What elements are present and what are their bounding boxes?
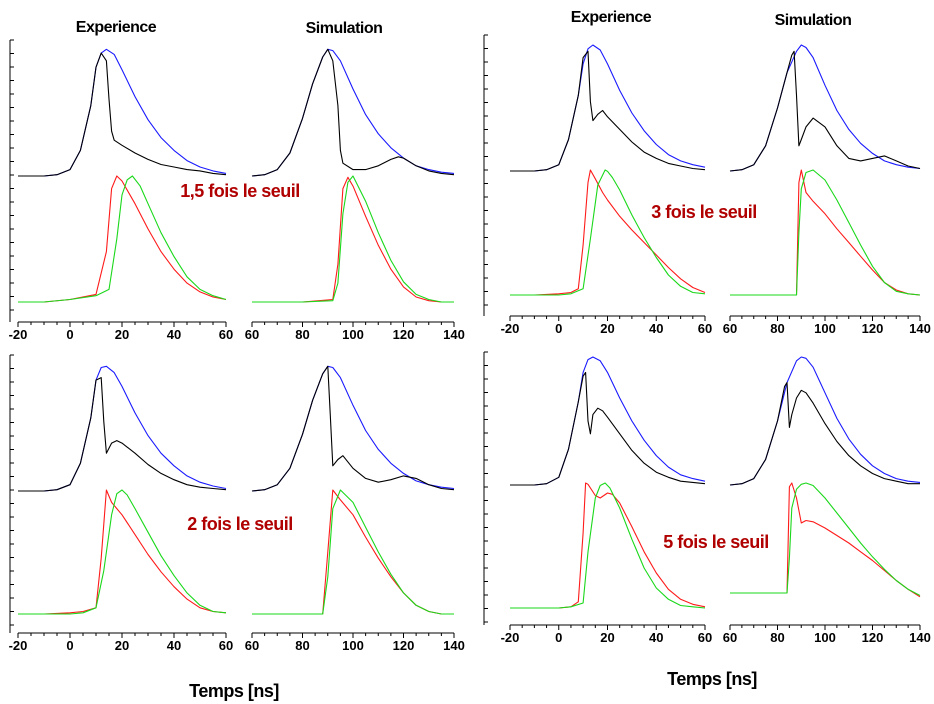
- header-experience-left: Experience: [76, 19, 157, 36]
- series-experience-green: [510, 169, 706, 296]
- x-tick-label: 100: [342, 327, 364, 342]
- x-tick-label: 0: [66, 638, 73, 653]
- series-simulation-black: [729, 382, 920, 486]
- x-tick-label: 60: [245, 638, 259, 653]
- x-tick-label: 140: [443, 638, 465, 653]
- x-axis-label-right: Temps [ns]: [667, 669, 757, 689]
- series-simulation-red: [252, 489, 454, 615]
- x-tick-label: -20: [501, 321, 520, 336]
- series-experience-black: [510, 50, 706, 172]
- series-experience-blue: [510, 44, 706, 172]
- series-experience-red: [510, 169, 706, 296]
- series-experience-black: [18, 52, 227, 177]
- series-simulation-black: [251, 365, 455, 492]
- x-tick-label: 80: [295, 638, 309, 653]
- x-tick-label: 40: [649, 630, 663, 645]
- condition-label: 5 fois le seuil: [663, 532, 769, 552]
- series-experience-black: [18, 377, 227, 492]
- x-tick-label: 20: [600, 630, 614, 645]
- series-simulation-green: [252, 175, 454, 303]
- x-tick-label: 20: [115, 327, 129, 342]
- x-tick-label: -20: [9, 327, 28, 342]
- x-tick-label: 40: [167, 327, 181, 342]
- x-tick-label: 40: [649, 321, 663, 336]
- x-tick-label: 100: [814, 630, 836, 645]
- x-axis-label-left: Temps [ns]: [189, 681, 279, 701]
- condition-label: 1,5 fois le seuil: [180, 181, 300, 201]
- series-simulation-red: [730, 482, 921, 598]
- x-tick-label: 20: [600, 321, 614, 336]
- series-experience-blue: [18, 365, 227, 492]
- series-experience-red: [18, 175, 227, 303]
- x-tick-label: 80: [295, 327, 309, 342]
- x-tick-label: 80: [770, 321, 784, 336]
- x-tick-label: 60: [723, 630, 737, 645]
- series-simulation-green: [730, 169, 921, 296]
- x-tick-label: 140: [443, 327, 465, 342]
- condition-label: 3 fois le seuil: [651, 202, 757, 222]
- header-simulation-left: Simulation: [306, 20, 383, 37]
- x-tick-label: -20: [501, 630, 520, 645]
- quadrants: -20 0 20 40 60 60 80 100 120 140 1,5 fois le seuil…: [9, 34, 931, 653]
- x-tick-label: 120: [862, 321, 884, 336]
- x-tick-label: 60: [219, 327, 233, 342]
- quadrant-q4: -20 0 20 40 60 60 80 100 120 140 5 fois le seuil: [483, 351, 931, 645]
- x-tick-label: 40: [167, 638, 181, 653]
- quadrant-q2: -20 0 20 40 60 60 80 100 120 140 3 fois le seuil: [483, 34, 931, 336]
- x-tick-label: 60: [698, 321, 712, 336]
- x-tick-label: 80: [770, 630, 784, 645]
- series-experience-red: [18, 489, 227, 615]
- series-simulation-red: [252, 176, 454, 303]
- x-tick-label: 120: [862, 630, 884, 645]
- quadrant-q1: -20 0 20 40 60 60 80 100 120 140 1,5 fois le seuil: [9, 39, 465, 342]
- header-simulation-right: Simulation: [775, 12, 852, 29]
- series-simulation-blue: [729, 44, 921, 172]
- x-tick-label: 60: [698, 630, 712, 645]
- series-experience-blue: [18, 48, 227, 177]
- x-tick-label: 60: [219, 638, 233, 653]
- x-tick-label: 100: [342, 638, 364, 653]
- x-tick-label: 140: [909, 630, 931, 645]
- x-tick-label: 60: [245, 327, 259, 342]
- series-experience-green: [18, 175, 227, 303]
- series-experience-black: [510, 371, 706, 486]
- series-simulation-blue: [251, 48, 455, 177]
- series-simulation-green: [730, 482, 921, 596]
- series-experience-green: [18, 489, 227, 615]
- header-experience-right: Experience: [571, 9, 652, 26]
- x-tick-label: 120: [393, 327, 415, 342]
- x-tick-label: 100: [814, 321, 836, 336]
- x-tick-label: 0: [555, 321, 562, 336]
- x-tick-label: 20: [115, 638, 129, 653]
- x-tick-label: -20: [9, 638, 28, 653]
- series-simulation-red: [730, 169, 921, 296]
- condition-label: 2 fois le seuil: [187, 514, 293, 534]
- series-simulation-black: [729, 50, 921, 172]
- series-simulation-black: [251, 48, 455, 177]
- series-simulation-blue: [729, 356, 921, 486]
- series-simulation-blue: [251, 365, 455, 492]
- x-tick-label: 0: [66, 327, 73, 342]
- series-experience-green: [510, 482, 706, 609]
- series-simulation-green: [252, 489, 454, 615]
- x-tick-label: 140: [909, 321, 931, 336]
- quadrant-q3: -20 0 20 40 60 60 80 100 120 140 2 fois le seuil: [9, 354, 465, 653]
- x-tick-label: 0: [555, 630, 562, 645]
- series-experience-blue: [510, 356, 706, 486]
- x-tick-label: 60: [723, 321, 737, 336]
- x-tick-label: 120: [393, 638, 415, 653]
